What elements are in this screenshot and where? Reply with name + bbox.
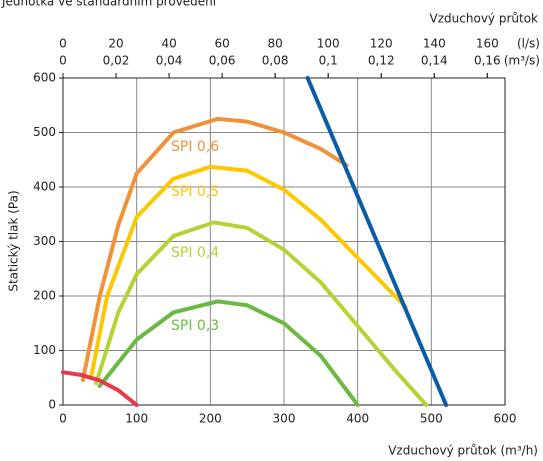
top-tick-label: 0,08 [262, 54, 289, 68]
top-tick-label: 160 [476, 37, 499, 51]
y-tick-label: 0 [48, 398, 56, 412]
top-axis-unit: (m³/s) [504, 54, 540, 68]
top-tick-label: 0,06 [209, 54, 236, 68]
x-tick-label: 200 [199, 412, 222, 426]
y-tick-label: 600 [33, 71, 56, 85]
series-line [61, 370, 139, 407]
top-tick-label: 120 [370, 37, 393, 51]
y-tick-label: 500 [33, 125, 56, 139]
series-line [94, 220, 429, 407]
top-tick-label: 140 [423, 37, 446, 51]
top-tick-label: 0,04 [156, 54, 183, 68]
top-tick-label: 60 [214, 37, 229, 51]
top-tick-label: 0,1 [319, 54, 338, 68]
top-tick-label: 0,12 [368, 54, 395, 68]
y-tick-label: 300 [33, 234, 56, 248]
series-label: SPI 0,6 [171, 139, 219, 155]
series-line [97, 299, 360, 407]
y-tick-label: 200 [33, 289, 56, 303]
top-tick-label: 0,02 [103, 54, 130, 68]
y-tick-label: 100 [33, 343, 56, 357]
top-tick-label: 0,16 [474, 54, 501, 68]
header: Jednotka ve standardním provedení [1, 0, 217, 9]
x-tick-label: 100 [125, 412, 148, 426]
series-line [305, 76, 449, 407]
top-tick-label: 20 [108, 37, 123, 51]
plot-frame [62, 77, 506, 406]
series-line [80, 116, 349, 382]
x-tick-label: 500 [420, 412, 443, 426]
top-tick-label: 80 [268, 37, 283, 51]
x-axis-title: Vzduchový průtok (m³/h) [388, 444, 538, 458]
series-label: SPI 0,5 [171, 184, 219, 200]
x-tick-label: 0 [59, 412, 67, 426]
top-tick-label: 40 [161, 37, 176, 51]
top-tick-label: 100 [317, 37, 340, 51]
top-axis-unit: (l/s) [517, 37, 540, 51]
series-label: SPI 0,4 [171, 245, 219, 261]
x-tick-label: 400 [346, 412, 369, 426]
top-tick-label: 0 [59, 37, 67, 51]
y-axis-title: Statický tlak (Pa) [7, 190, 21, 291]
x-tick-label: 600 [494, 412, 517, 426]
series-label: SPI 0,3 [171, 318, 219, 334]
top-axis-title: Vzduchový průtok [430, 12, 538, 26]
top-tick-label: 0 [59, 54, 67, 68]
top-tick-label: 0,14 [421, 54, 448, 68]
x-tick-label: 300 [273, 412, 296, 426]
y-tick-label: 400 [33, 180, 56, 194]
series-line [89, 164, 408, 380]
